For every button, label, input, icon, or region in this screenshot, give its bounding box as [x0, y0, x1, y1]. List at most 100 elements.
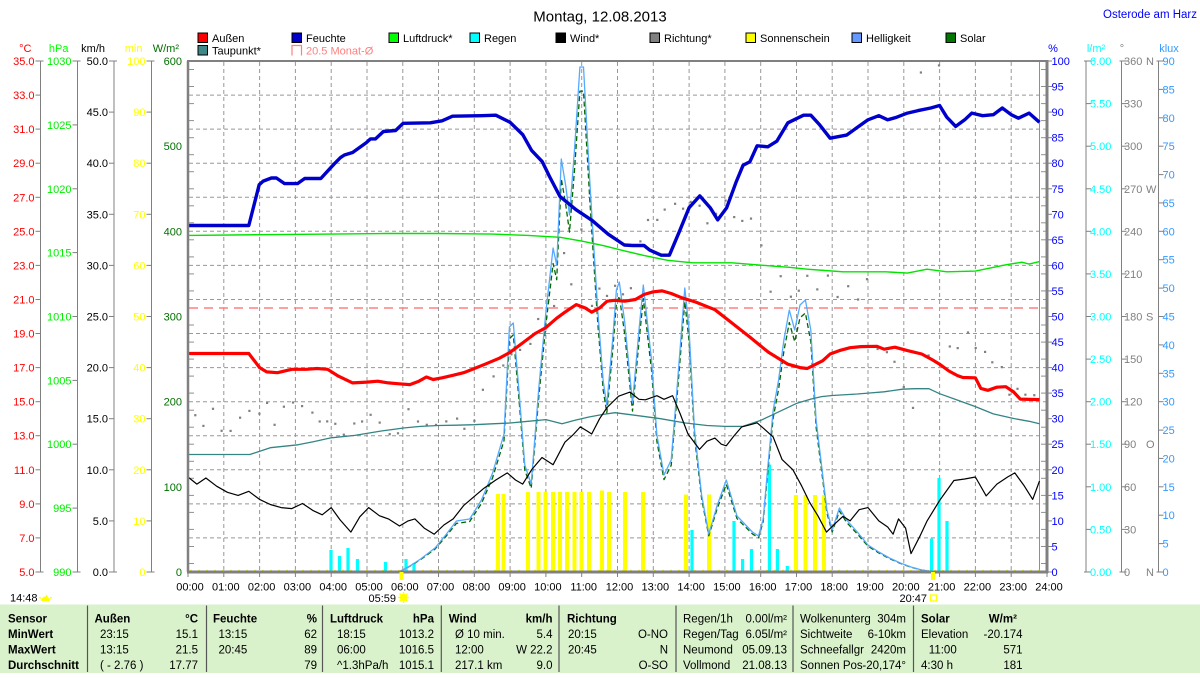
svg-text:70: 70 [1163, 170, 1175, 182]
svg-text:N: N [660, 645, 668, 657]
svg-text:hPa: hPa [49, 43, 69, 55]
svg-text:330: 330 [1124, 99, 1142, 111]
svg-text:20:47: 20:47 [899, 593, 927, 605]
svg-text:80: 80 [1052, 158, 1064, 170]
svg-text:35: 35 [1052, 388, 1064, 400]
svg-text:08:00: 08:00 [463, 582, 491, 594]
svg-text:240: 240 [1124, 226, 1142, 238]
svg-text:35: 35 [1163, 368, 1175, 380]
svg-text:21.08.13: 21.08.13 [742, 660, 787, 672]
svg-text:10: 10 [1163, 510, 1175, 522]
svg-text:13:15: 13:15 [219, 629, 248, 641]
svg-text:5.0: 5.0 [93, 516, 108, 528]
svg-text:70: 70 [133, 209, 145, 221]
svg-text:Sonnen Pos: Sonnen Pos [800, 660, 863, 672]
svg-text:1013.2: 1013.2 [399, 629, 434, 641]
svg-text:45: 45 [1052, 337, 1064, 349]
svg-text:25.0: 25.0 [13, 226, 34, 238]
svg-text:6.00: 6.00 [1090, 56, 1111, 68]
svg-text:Neumond: Neumond [683, 645, 733, 657]
svg-text:62: 62 [304, 629, 317, 641]
svg-text:995: 995 [53, 503, 71, 515]
svg-text:7.0: 7.0 [19, 533, 34, 545]
svg-text:95: 95 [1052, 82, 1064, 94]
svg-text:9.0: 9.0 [19, 499, 34, 511]
svg-text:11:00: 11:00 [929, 645, 957, 657]
svg-text:40: 40 [1052, 363, 1064, 375]
svg-text:15.0: 15.0 [87, 414, 108, 426]
svg-text:12:00: 12:00 [606, 582, 634, 594]
svg-text:35.0: 35.0 [13, 56, 34, 68]
svg-text:50: 50 [1052, 312, 1064, 324]
svg-text:150: 150 [1124, 354, 1142, 366]
svg-text:5.4: 5.4 [537, 629, 554, 641]
svg-text:Feuchte: Feuchte [306, 33, 346, 45]
svg-text:75: 75 [1052, 184, 1064, 196]
svg-text:06:00: 06:00 [337, 645, 366, 657]
svg-text:Ø 10 min.: Ø 10 min. [455, 629, 505, 641]
svg-text:1020: 1020 [47, 184, 71, 196]
svg-text:%: % [307, 614, 317, 626]
svg-text:O: O [1146, 439, 1155, 451]
svg-text:km/h: km/h [526, 614, 553, 626]
svg-text:°: ° [1120, 43, 1124, 55]
svg-text:W 22.2: W 22.2 [516, 645, 552, 657]
svg-text:5.50: 5.50 [1090, 99, 1111, 111]
svg-text:05:00: 05:00 [355, 582, 383, 594]
svg-text:l/m²: l/m² [1087, 43, 1106, 55]
svg-text:11.0: 11.0 [14, 465, 35, 477]
svg-text:15: 15 [1163, 482, 1175, 494]
svg-text:14:48: 14:48 [10, 593, 38, 605]
svg-text:1.50: 1.50 [1090, 439, 1111, 451]
svg-text:Solar: Solar [960, 33, 986, 45]
svg-text:1005: 1005 [47, 375, 71, 387]
svg-text:4:30 h: 4:30 h [921, 660, 953, 672]
svg-text:100: 100 [127, 56, 145, 68]
svg-text:Luftdruck: Luftdruck [330, 614, 384, 626]
svg-text:75: 75 [1163, 141, 1175, 153]
svg-text:Taupunkt*: Taupunkt* [212, 46, 262, 58]
svg-text:Sensor: Sensor [8, 614, 48, 626]
svg-text:06:00: 06:00 [391, 582, 419, 594]
svg-text:10: 10 [133, 516, 145, 528]
svg-text:6-10km: 6-10km [868, 629, 906, 641]
svg-text:55: 55 [1052, 286, 1064, 298]
svg-text:100: 100 [1052, 56, 1070, 68]
svg-text:90: 90 [1124, 439, 1136, 451]
svg-text:05.09.13: 05.09.13 [742, 645, 787, 657]
svg-text:5.00: 5.00 [1090, 141, 1111, 153]
svg-text:45.0: 45.0 [87, 107, 108, 119]
svg-text:klux: klux [1159, 43, 1179, 55]
svg-text:0: 0 [139, 567, 145, 579]
svg-text:Helligkeit: Helligkeit [866, 33, 911, 45]
svg-text:19:00: 19:00 [856, 582, 884, 594]
svg-text:20: 20 [1052, 465, 1064, 477]
svg-text:1010: 1010 [47, 312, 71, 324]
svg-text:17.77: 17.77 [169, 660, 198, 672]
svg-text:W: W [1146, 184, 1157, 196]
svg-text:2.50: 2.50 [1090, 354, 1111, 366]
svg-text:Regen: Regen [484, 33, 516, 45]
svg-text:990: 990 [53, 567, 71, 579]
svg-text:00:00: 00:00 [176, 582, 204, 594]
svg-text:2.00: 2.00 [1090, 397, 1111, 409]
svg-text:9.0: 9.0 [537, 660, 553, 672]
svg-text:04:00: 04:00 [319, 582, 347, 594]
svg-text:30: 30 [1163, 397, 1175, 409]
svg-text:65: 65 [1052, 235, 1064, 247]
svg-text:MinWert: MinWert [8, 629, 53, 641]
svg-text:N: N [1146, 567, 1154, 579]
svg-text:304m: 304m [877, 614, 906, 626]
svg-text:500: 500 [164, 141, 182, 153]
svg-text:217.1 km: 217.1 km [455, 660, 502, 672]
svg-text:Richtung*: Richtung* [664, 33, 712, 45]
svg-text:( - 2.76 ): ( - 2.76 ) [100, 660, 144, 672]
svg-text:Luftdruck*: Luftdruck* [403, 33, 453, 45]
svg-text:^1.3hPa/h: ^1.3hPa/h [337, 660, 388, 672]
svg-text:18:00: 18:00 [820, 582, 848, 594]
svg-text:21.0: 21.0 [13, 295, 34, 307]
svg-text:19.0: 19.0 [13, 329, 34, 341]
svg-text:25: 25 [1163, 425, 1175, 437]
svg-text:01:00: 01:00 [212, 582, 240, 594]
svg-text:17:00: 17:00 [785, 582, 813, 594]
